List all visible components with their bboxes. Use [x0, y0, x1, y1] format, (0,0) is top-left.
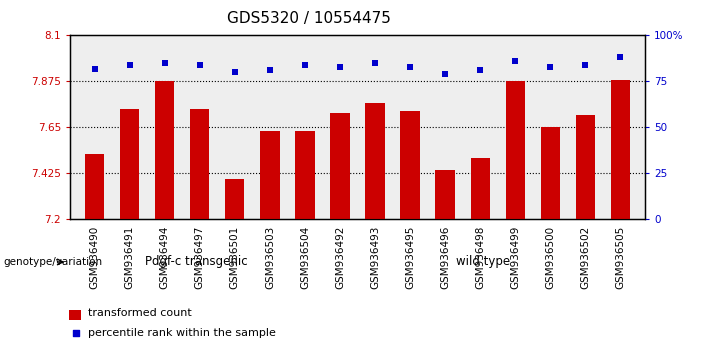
Point [229, 69, 240, 75]
Bar [120, 109, 139, 219]
Bar [295, 131, 315, 219]
Bar [190, 109, 210, 219]
Bar [365, 103, 385, 219]
Bar [505, 81, 525, 219]
Bar [576, 115, 595, 219]
Text: transformed count: transformed count [88, 308, 191, 318]
Bar [540, 127, 560, 219]
Point [369, 60, 381, 66]
Point [615, 55, 626, 60]
Point [580, 62, 591, 68]
Bar [225, 178, 245, 219]
Text: wild type: wild type [456, 256, 510, 268]
Bar [435, 170, 455, 219]
Text: genotype/variation: genotype/variation [4, 257, 102, 267]
Bar [69, 310, 81, 320]
Point [440, 71, 451, 77]
Text: GDS5320 / 10554475: GDS5320 / 10554475 [226, 11, 390, 25]
Bar [260, 131, 280, 219]
Point [89, 66, 100, 72]
Bar [470, 158, 490, 219]
Point [264, 68, 275, 73]
Point [334, 64, 346, 69]
Point [510, 58, 521, 64]
Text: percentile rank within the sample: percentile rank within the sample [88, 328, 275, 338]
Bar [85, 154, 104, 219]
Point [404, 64, 416, 69]
Point [475, 68, 486, 73]
Point [124, 62, 135, 68]
Bar [330, 113, 350, 219]
Bar [611, 80, 630, 219]
Text: Pdgf-c transgenic: Pdgf-c transgenic [144, 256, 247, 268]
Bar [155, 81, 175, 219]
Point [545, 64, 556, 69]
Point [159, 60, 170, 66]
Point [299, 62, 311, 68]
Bar [400, 111, 420, 219]
Point [194, 62, 205, 68]
